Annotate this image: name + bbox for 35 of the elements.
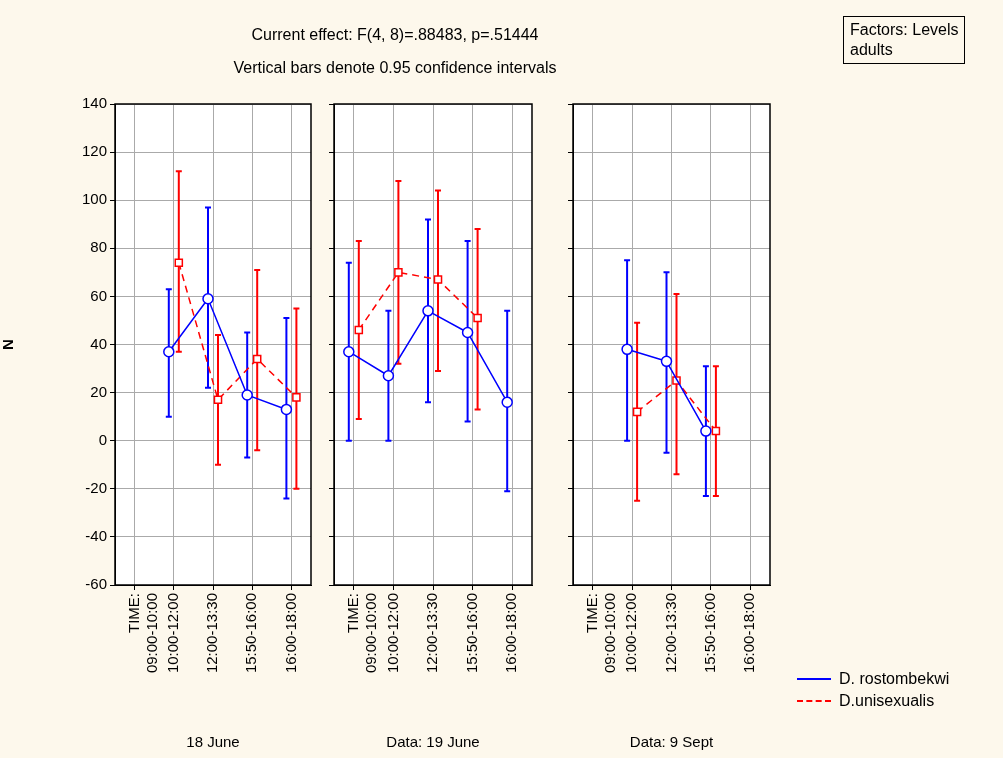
y-tick-label: 120 [81,142,107,160]
x-tick-label: 12:00-13:30 [423,593,441,674]
text: Current effect: F(4, 8)=.88483, p=.51444 [250,26,540,44]
legend-label: D.unisexualis [839,692,935,710]
x-tick-label: 16:00-18:00 [281,593,299,674]
x-tick-label: 15:50-16:00 [701,593,719,674]
x-axis-title: Data: 19 June [386,733,480,751]
x-tick-label: 10:00-12:00 [163,593,181,674]
x-tick-label: 16:00-18:00 [740,593,758,674]
x-tick-label: 16:00-18:00 [502,593,520,674]
y-tick-label: 100 [81,190,107,208]
y-tick-label: 40 [90,334,107,352]
x-tick-label: 15:50-16:00 [462,593,480,674]
y-tick-label: -40 [85,527,107,545]
x-tick-label: TIME: 09:00-10:00 [124,593,160,674]
x-tick-label: 10:00-12:00 [383,593,401,674]
x-tick-label: 12:00-13:30 [661,593,679,674]
x-tick-label: TIME: 09:00-10:00 [343,593,379,674]
y-tick-label: 140 [81,94,107,112]
x-tick-label: TIME: 09:00-10:00 [582,593,618,674]
x-tick-label: 12:00-13:30 [203,593,221,674]
y-axis-title: N [0,339,17,350]
y-tick-label: 20 [90,382,107,400]
y-tick-label: 0 [98,430,107,448]
x-tick-label: 10:00-12:00 [622,593,640,674]
legend-label: D. rostombekwi [839,670,950,688]
y-tick-label: -60 [85,575,107,593]
text: Vertical bars denote 0.95 confidence intervals [232,59,558,77]
x-tick-label: 15:50-16:00 [242,593,260,674]
y-tick-label: -20 [85,478,107,496]
y-tick-label: 80 [90,238,107,256]
x-axis-title: 18 June [186,733,240,751]
x-axis-title: Data: 9 Sept [629,733,715,751]
y-tick-label: 60 [90,286,107,304]
text: Factors: Levels adults [843,16,966,64]
